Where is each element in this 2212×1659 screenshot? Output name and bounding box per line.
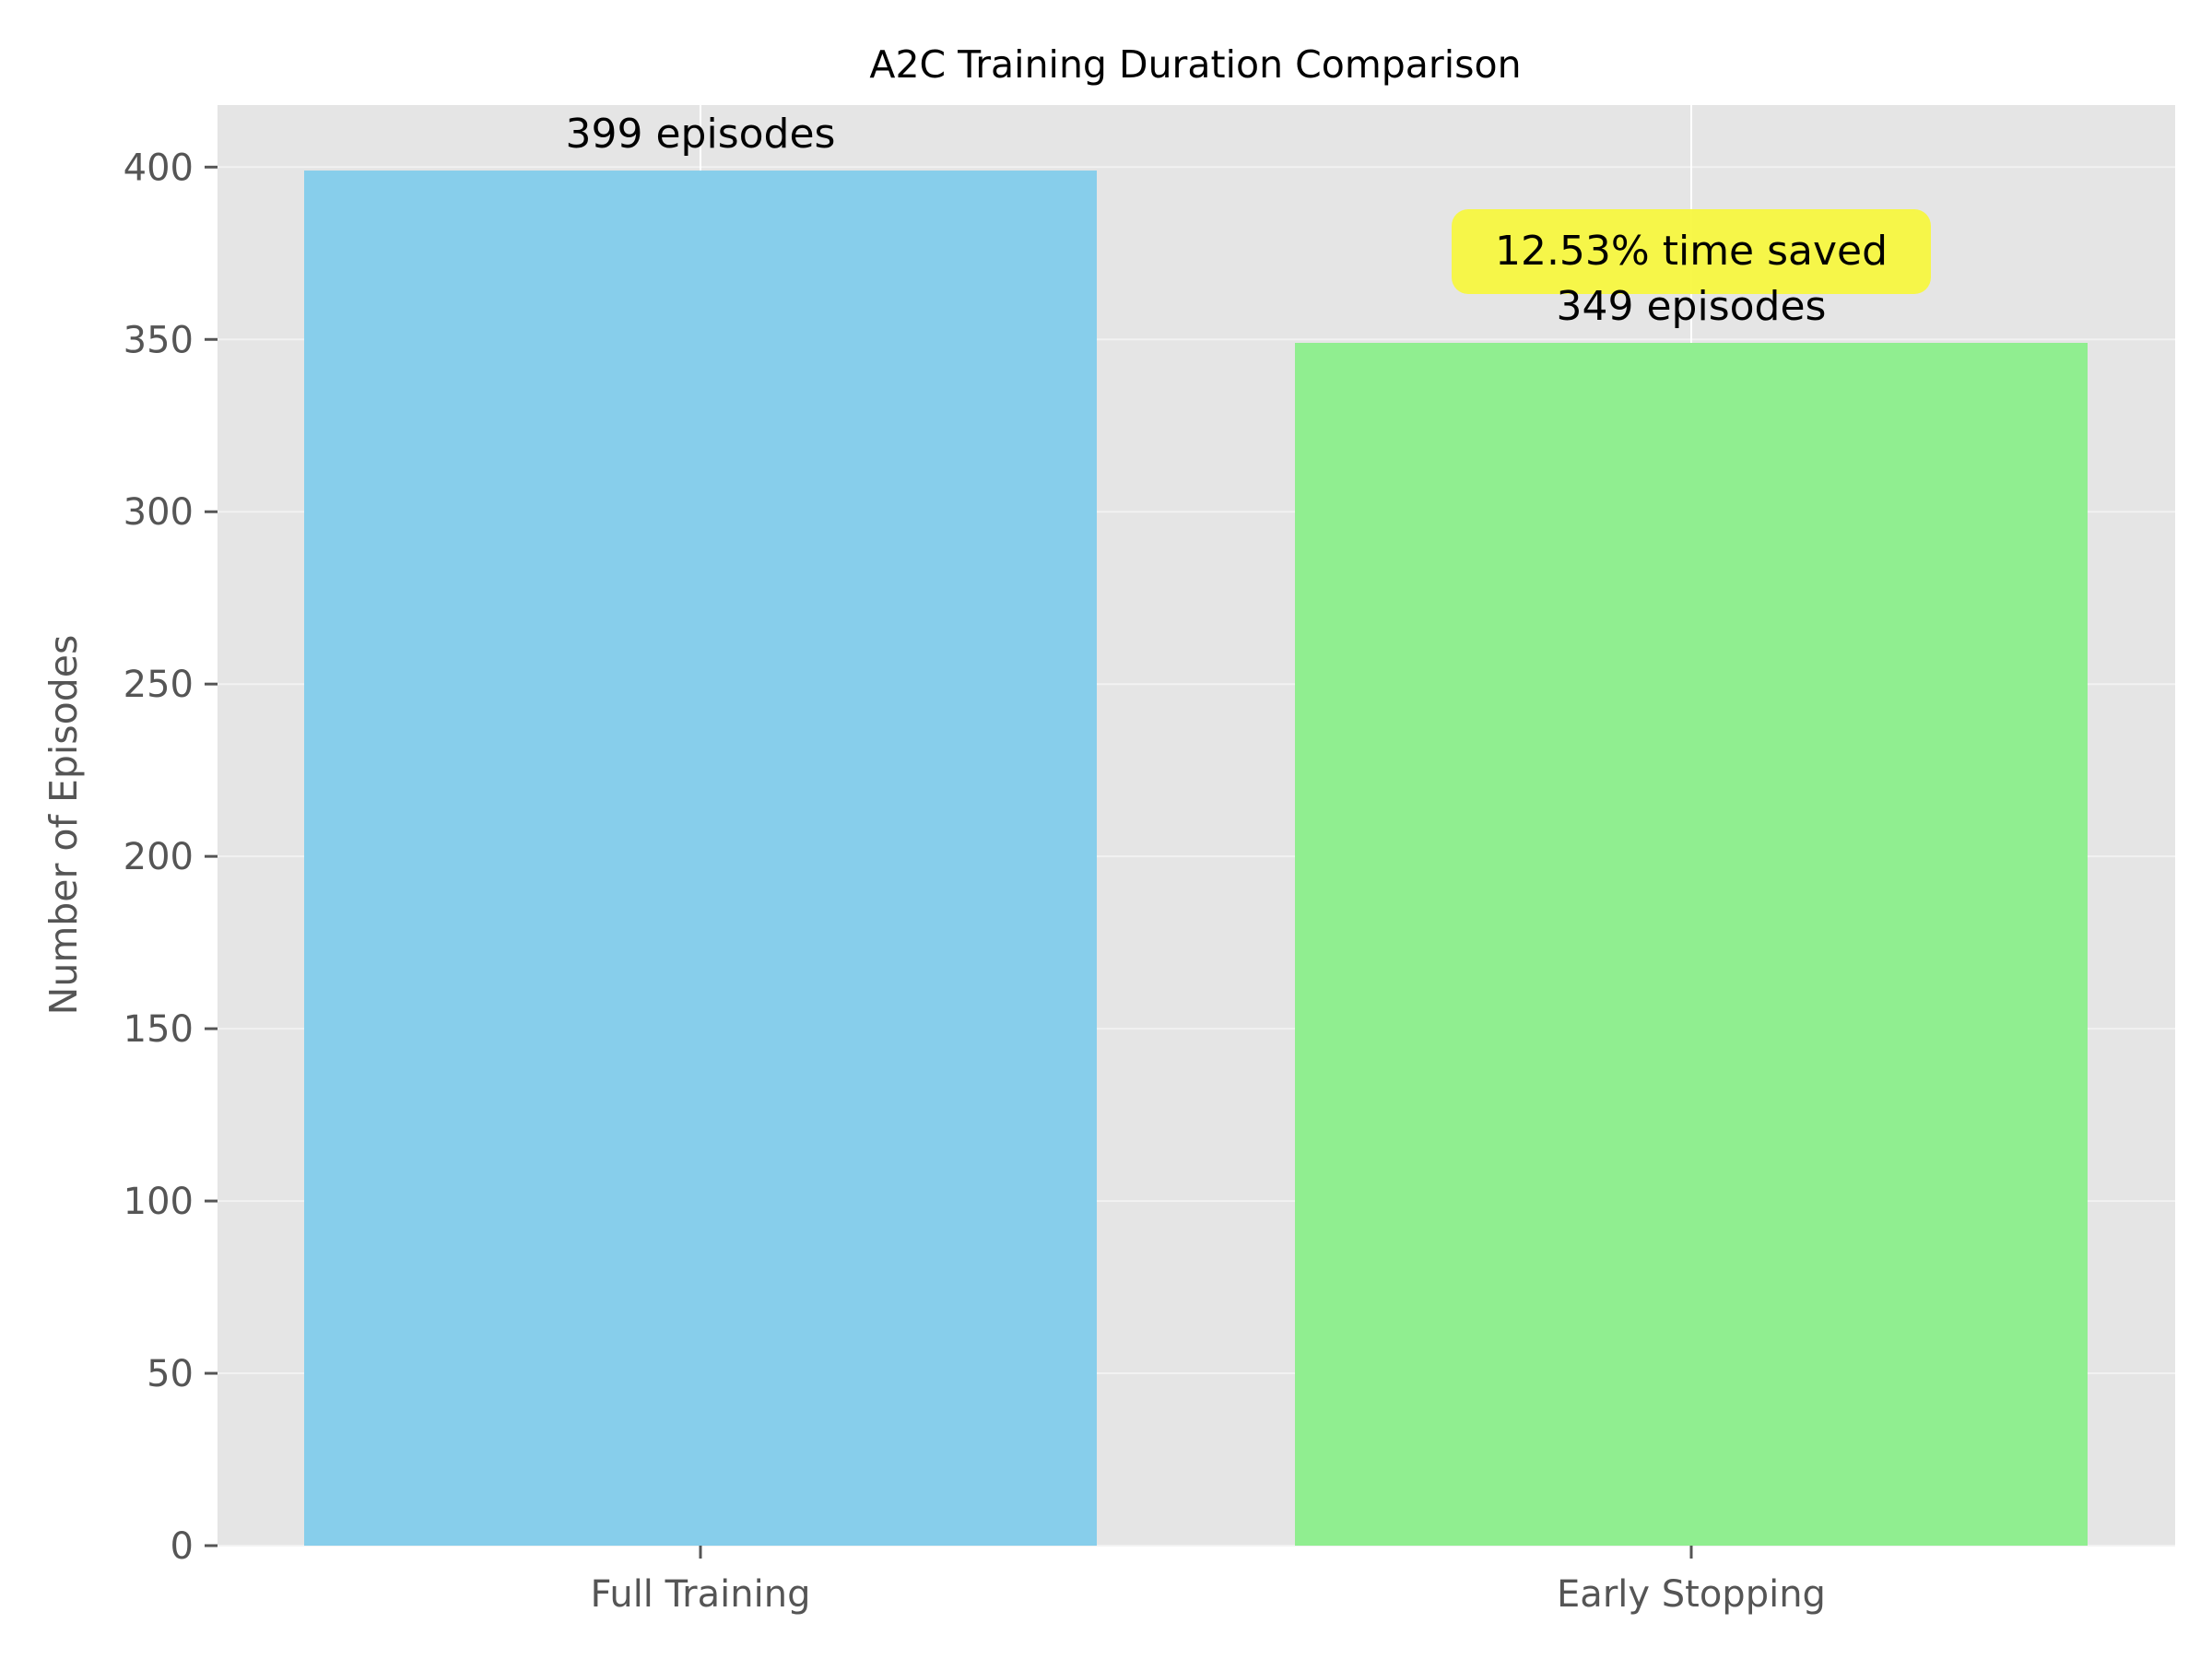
y-tick-label: 200 xyxy=(124,836,194,878)
y-tick-label: 250 xyxy=(124,664,194,706)
y-axis-ticks: 0 50 100 150 200 250 300 350 400 xyxy=(124,147,218,1568)
bar-value-labels: 399 episodes xyxy=(566,111,836,158)
y-tick-label: 350 xyxy=(124,319,194,361)
x-axis-ticks: Full Training Early Stopping xyxy=(591,1546,1826,1616)
y-tick-label: 50 xyxy=(147,1353,194,1395)
y-tick-label: 0 xyxy=(171,1525,194,1568)
bars xyxy=(304,171,2088,1547)
y-tick-label: 300 xyxy=(124,491,194,534)
y-tick-label: 400 xyxy=(124,147,194,189)
y-tick-label: 100 xyxy=(124,1181,194,1223)
y-tick-label: 150 xyxy=(124,1008,194,1051)
annotation-text: 12.53% time saved xyxy=(1495,228,1888,275)
bar-value-label: 399 episodes xyxy=(566,111,836,158)
annotation-box xyxy=(1452,209,1931,295)
x-tick-label: Full Training xyxy=(591,1573,811,1616)
bar-value-label: 349 episodes xyxy=(1557,283,1827,330)
bar-early-stopping xyxy=(1295,343,2088,1546)
y-axis-label: Number of Episodes xyxy=(41,635,86,1016)
x-tick-label: Early Stopping xyxy=(1557,1573,1826,1616)
bar-full-training xyxy=(304,171,1097,1547)
chart-title: A2C Training Duration Comparison xyxy=(869,42,1521,87)
annotation: 12.53% time saved xyxy=(1452,209,1931,295)
